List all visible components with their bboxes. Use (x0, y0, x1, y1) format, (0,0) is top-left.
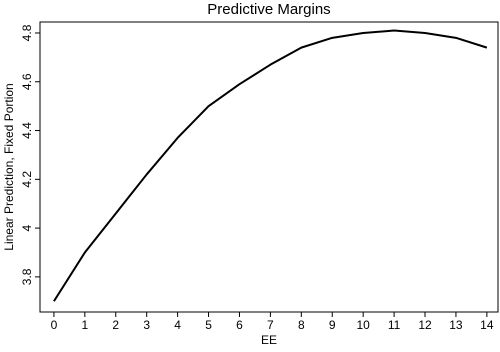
x-tick-label: 10 (356, 318, 370, 332)
plot-frame (39, 21, 499, 313)
chart-title: Predictive Margins (207, 1, 330, 18)
y-tick-label: 4 (20, 224, 34, 231)
y-tick-label: 3.8 (20, 268, 34, 285)
y-axis-label: Linear Prediction, Fixed Portion (2, 83, 16, 250)
x-tick-label: 4 (174, 318, 181, 332)
y-tick-label: 4.6 (20, 73, 34, 90)
x-tick-label: 9 (329, 318, 336, 332)
x-tick-label: 2 (112, 318, 119, 332)
x-tick-label: 8 (298, 318, 305, 332)
x-tick-label: 5 (205, 318, 212, 332)
x-tick-label: 14 (480, 318, 494, 332)
x-tick-label: 12 (418, 318, 432, 332)
x-tick-label: 0 (51, 318, 58, 332)
x-tick-label: 6 (236, 318, 243, 332)
x-tick-label: 13 (449, 318, 463, 332)
y-tick-label: 4.8 (20, 24, 34, 41)
x-axis-label: EE (261, 333, 277, 347)
x-tick-label: 7 (267, 318, 274, 332)
y-tick-label: 4.4 (20, 122, 34, 139)
x-tick-label: 1 (81, 318, 88, 332)
x-tick-label: 3 (143, 318, 150, 332)
y-tick-label: 4.2 (20, 171, 34, 188)
line-series (53, 29, 488, 302)
x-tick-label: 11 (388, 318, 401, 332)
